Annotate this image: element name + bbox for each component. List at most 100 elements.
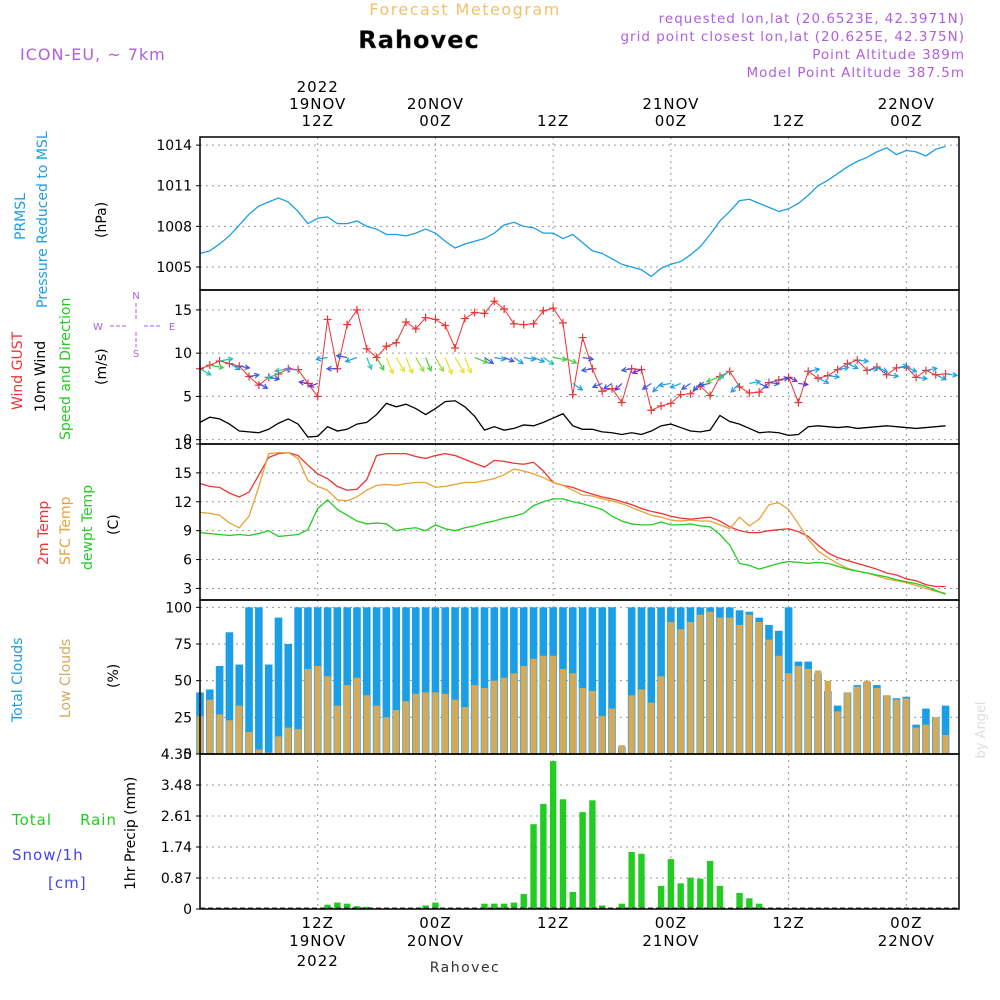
wind-arrow-shaft	[266, 373, 279, 379]
low-clouds-bar	[706, 611, 714, 754]
wind-arrow-head	[791, 376, 798, 383]
wind-arrow-head	[399, 366, 406, 373]
wind-arrow	[533, 356, 546, 363]
wind-arrow	[199, 368, 212, 376]
low-clouds-bar	[795, 666, 802, 754]
gust-point	[608, 384, 617, 393]
rain-bar	[599, 905, 606, 909]
temp-unit-label: (C)	[106, 514, 122, 535]
wind-arrow-head	[218, 364, 225, 370]
low-clouds-bar	[245, 732, 253, 754]
wind-arrow-head	[602, 384, 609, 390]
wind-arrow-shaft	[444, 357, 453, 375]
total-clouds-bar	[941, 705, 950, 754]
bottom-axis-label: 2022	[297, 952, 339, 970]
wind-arrow-shaft	[778, 377, 789, 381]
total-clouds-bar	[461, 607, 469, 754]
total-clouds-side-label: Total Clouds	[10, 638, 26, 723]
wind-arrow	[248, 372, 261, 379]
low-clouds-bar	[618, 745, 626, 754]
low-clouds-bar	[451, 699, 459, 754]
wind-arrow-shaft	[945, 373, 958, 376]
wind-arrow-shaft	[681, 382, 691, 390]
rain-bar	[559, 799, 567, 909]
y-tick-label: 0	[183, 433, 192, 449]
low-clouds-bar	[579, 688, 586, 754]
wind-arrow	[749, 379, 762, 386]
wind-arrow-head	[863, 358, 870, 364]
y-tick-label: 1008	[156, 219, 192, 235]
total-clouds-bar	[421, 607, 430, 754]
wind-arrow-head	[588, 355, 595, 362]
top-axis-label: 21NOV	[642, 95, 699, 113]
low-clouds-bar	[549, 655, 557, 754]
wind-arrow-head	[315, 355, 322, 362]
bottom-axis-label: 12Z	[772, 914, 804, 932]
top-axis-label: 00Z	[655, 112, 687, 130]
y-tick-label: 1014	[156, 138, 192, 154]
wind-arrow-shaft	[876, 366, 888, 373]
wind-arrow-shaft	[336, 355, 348, 359]
low-clouds-bar	[540, 655, 547, 754]
wind-arrow-shaft	[209, 364, 224, 369]
bottom-axis-label: 00Z	[890, 914, 922, 932]
wind-arrow-head	[911, 367, 918, 373]
wind-arrow-head	[652, 386, 659, 393]
low-clouds-bar	[569, 673, 576, 754]
low-clouds-bar	[206, 699, 214, 754]
y-tick-label: 12	[174, 495, 192, 511]
wind-arrow-shaft	[603, 382, 613, 390]
gust-point	[676, 390, 685, 399]
wind-arrow-shaft	[454, 357, 465, 374]
y-tick-label: 4.35	[161, 747, 192, 763]
wind-arrow-shaft	[916, 376, 927, 380]
wind-arrow	[602, 382, 613, 390]
wind-arrow-shaft	[658, 382, 671, 387]
top-axis-label: 22NOV	[878, 95, 935, 113]
wind-arrow-shaft	[474, 356, 488, 364]
wind-arrow-shaft	[749, 380, 761, 385]
gust-point	[313, 392, 322, 401]
gust-point	[490, 297, 499, 306]
top-axis-label: 19NOV	[289, 95, 346, 113]
gust-point	[598, 387, 607, 396]
wind-arrow-head	[705, 377, 712, 383]
rain-bar	[697, 878, 704, 909]
low-clouds-bar	[608, 708, 616, 754]
low-clouds-bar	[324, 676, 331, 754]
wind-arrow	[669, 382, 681, 389]
wind-unit-label: (m/s)	[94, 348, 110, 385]
wind-arrow	[798, 381, 809, 387]
low-clouds-bar	[510, 673, 518, 754]
wind-arrow-shaft	[866, 367, 879, 372]
low-clouds-bar	[834, 711, 841, 754]
wind-arrow	[494, 355, 507, 362]
wind-arrow-shaft	[503, 356, 514, 362]
wind-arrow	[906, 366, 918, 373]
gust-point	[352, 305, 361, 314]
low-clouds-bar	[275, 736, 282, 754]
wind-arrow-shaft	[395, 357, 405, 372]
wind-arrow	[562, 356, 578, 365]
wind-arrow	[543, 356, 555, 366]
wind-arrow-head	[344, 357, 351, 363]
wind-arrow-head	[426, 365, 433, 372]
wind-arrow-shaft	[299, 381, 309, 385]
wind-arrow-shaft	[309, 382, 318, 388]
top-axis-label: 12Z	[302, 112, 334, 130]
low-clouds-bar	[589, 690, 596, 754]
total-clouds-bar	[480, 607, 489, 754]
y-tick-label: 25	[174, 710, 192, 726]
wind-arrow-shaft	[553, 356, 567, 361]
wind-arrow	[876, 366, 889, 373]
wind-arrow	[857, 358, 870, 364]
wind-arrow-shaft	[837, 366, 849, 371]
wind-arrow	[315, 355, 328, 362]
wind-arrow-shaft	[415, 357, 425, 372]
wind-arrow-shaft	[798, 382, 808, 386]
wind-arrow-shaft	[788, 376, 798, 382]
total-clouds-bar	[490, 607, 499, 754]
panel-1: 1005 1008 1011 1014	[156, 136, 960, 291]
gust-point	[617, 398, 626, 407]
gust-point	[657, 401, 666, 410]
